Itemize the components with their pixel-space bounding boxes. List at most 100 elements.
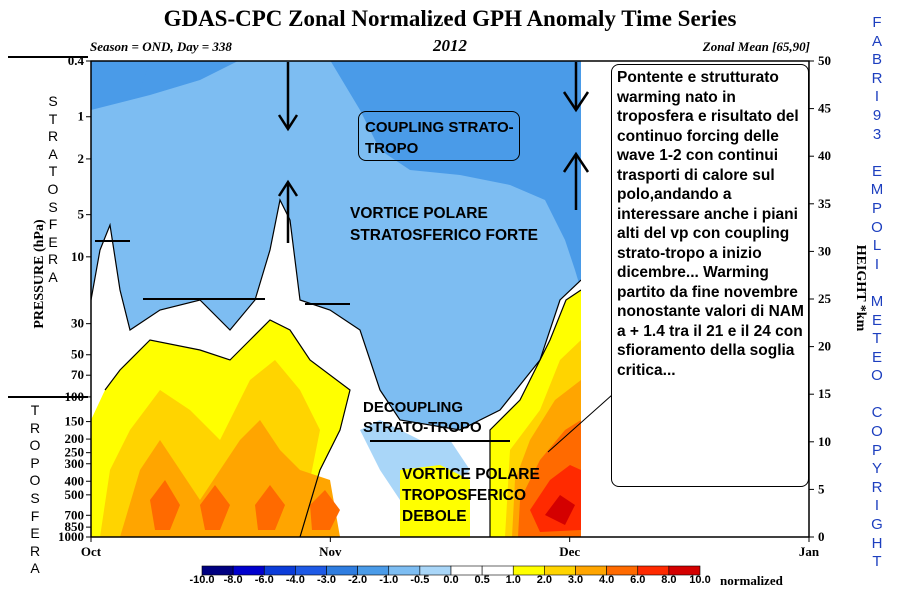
y-tick-label-pressure: 1000 <box>58 529 84 544</box>
watermark-letter: L <box>872 237 882 255</box>
watermark-letter: I <box>874 497 880 515</box>
decoupling-annotation: DECOUPLING STRATO-TROPO <box>363 399 482 436</box>
y-tick-label-pressure: 500 <box>65 487 85 502</box>
watermark-letter: E <box>871 162 882 180</box>
y-tick-label-pressure: 2 <box>78 151 85 166</box>
watermark-letter: B <box>871 51 882 69</box>
y-tick-label-pressure: 100 <box>65 389 85 404</box>
comment-box: Pontente e strutturato warming nato in t… <box>611 64 809 487</box>
coupling-annotation: COUPLING STRATO-TROPO <box>358 111 520 161</box>
colorbar-level-label: 8.0 <box>661 574 677 586</box>
watermark-letter: M <box>870 181 884 199</box>
stratosfera-letter: S <box>48 93 58 109</box>
y-tick-label-pressure: 250 <box>65 445 85 460</box>
watermark-letter: O <box>871 218 883 236</box>
down-arrow-icon <box>562 62 590 113</box>
colorbar-level-label: -1.0 <box>379 574 399 586</box>
y-tick-label-pressure: 5 <box>78 207 85 222</box>
colorbar-level-label: 2.0 <box>536 574 553 586</box>
watermark-letter: R <box>871 478 883 496</box>
y-tick-label-height: 15 <box>818 386 832 401</box>
stratosfera-letter: T <box>48 163 58 180</box>
y-tick-label-pressure: 150 <box>65 414 85 429</box>
watermark-letter: Y <box>871 460 882 478</box>
pointer-line <box>547 394 613 453</box>
watermark-letter: G <box>871 516 883 534</box>
stratosfera-letter: S <box>48 198 58 215</box>
troposfera-letter: E <box>30 525 40 542</box>
watermark-letter: I <box>874 88 880 106</box>
watermark-letter: E <box>871 348 882 366</box>
stratosfera-letter: E <box>48 233 58 250</box>
y-tick-label-height: 5 <box>818 481 825 496</box>
y-tick-label-pressure: 30 <box>71 316 84 331</box>
y-tick-label-height: 35 <box>818 196 832 211</box>
x-tick-label: Oct <box>81 544 102 559</box>
troposfera-letter: F <box>30 507 40 524</box>
watermark-letter: R <box>871 69 883 87</box>
troposfera-letter: R <box>29 419 41 436</box>
watermark-letter: F <box>872 14 882 31</box>
y-tick-label-height: 50 <box>818 53 831 68</box>
colorbar-level-label: -0.5 <box>410 574 430 586</box>
year-label: 2012 <box>433 36 467 55</box>
colorbar-level-label: 6.0 <box>630 574 646 586</box>
colorbar-level-label: -3.0 <box>317 574 336 586</box>
watermark-letter: T <box>872 330 882 348</box>
down-arrow-icon <box>277 62 299 132</box>
watermark-letter: M <box>870 292 884 310</box>
y-tick-label-height: 25 <box>818 291 832 306</box>
y-tick-label-pressure: 400 <box>65 473 85 488</box>
y-tick-label-height: 40 <box>818 148 831 163</box>
watermark-letter: 3 <box>872 125 882 143</box>
colorbar-level-label: -6.0 <box>254 574 274 586</box>
colorbar-level-label: -4.0 <box>285 574 305 586</box>
y-tick-label-pressure: 200 <box>65 431 85 446</box>
colorbar-level-label: -10.0 <box>189 574 215 586</box>
y-tick-label-height: 10 <box>818 434 831 449</box>
colorbar-level-label: -2.0 <box>348 574 368 586</box>
x-axis-ticks: Oct Nov Dec Jan <box>81 537 820 559</box>
colorbar-level-label: 3.0 <box>567 574 584 586</box>
watermark-letter: P <box>871 441 882 459</box>
watermark-letter: P <box>871 199 882 217</box>
watermark-letter: 9 <box>872 106 882 124</box>
colorbar-level-label: 0.5 <box>474 574 490 586</box>
stratosfera-letter: A <box>48 268 58 285</box>
y-tick-label-height: 20 <box>818 339 831 354</box>
troposfera-letter: P <box>30 454 40 471</box>
y-tick-label-pressure: 850 <box>65 519 85 534</box>
troposfera-letter: S <box>30 489 40 506</box>
stratosfera-letter: O <box>47 180 59 197</box>
stratosfera-letter: F <box>48 216 58 233</box>
stratosfera-letter: A <box>48 145 58 162</box>
colorbar-level-label: 0.0 <box>443 574 459 586</box>
up-arrow-icon <box>277 179 299 243</box>
y-tick-label-height: 0 <box>818 529 825 544</box>
colorbar-level-label: -8.0 <box>223 574 243 586</box>
watermark-letter: I <box>874 255 880 273</box>
colorbar-level-label: 10.0 <box>689 574 711 586</box>
x-tick-label: Jan <box>799 544 820 559</box>
y-tick-label-pressure: 70 <box>71 367 84 382</box>
watermark-letter: E <box>871 311 882 329</box>
x-tick-label: Dec <box>559 544 580 559</box>
stratosfera-letter: R <box>47 251 59 268</box>
y-tick-label-pressure: 10 <box>71 249 84 264</box>
watermark-letter: C <box>871 404 883 422</box>
y-tick-label-pressure: 700 <box>65 507 85 522</box>
watermark-letter: A <box>871 32 882 50</box>
troposfera-letter: O <box>29 472 41 489</box>
colorbar-level-label: 4.0 <box>598 574 615 586</box>
x-tick-label: Nov <box>319 544 342 559</box>
troposfera-letter: R <box>29 542 41 559</box>
vortice-troposferico-annotation: VORTICE POLARE TROPOSFERICO DEBOLE <box>402 466 540 525</box>
y-tick-label-pressure: 50 <box>71 347 84 362</box>
troposfera-letter: O <box>29 437 41 454</box>
